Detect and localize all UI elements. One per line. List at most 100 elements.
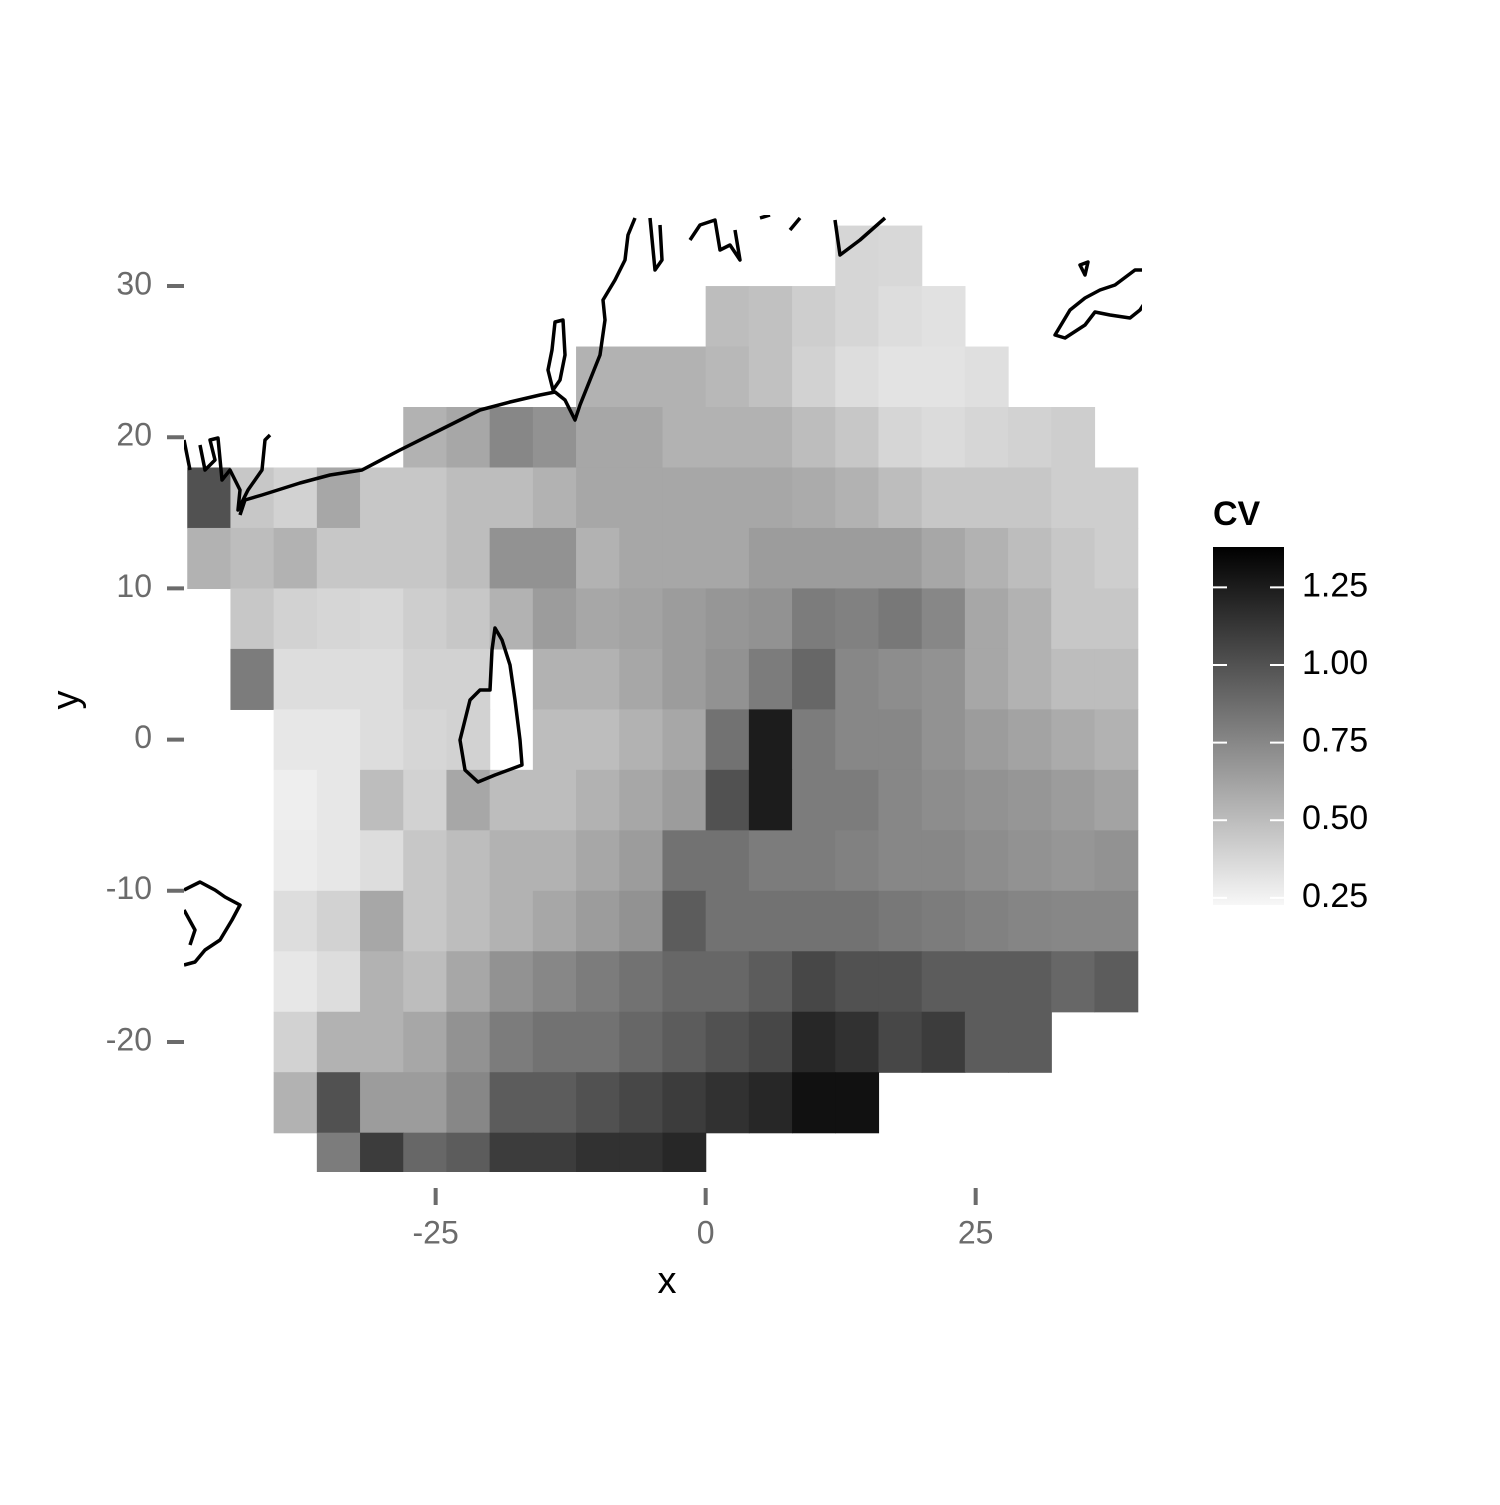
heat-cell (273, 830, 318, 892)
heat-cell (532, 407, 577, 469)
heat-cell (273, 648, 318, 710)
heat-cell (835, 951, 880, 1013)
heat-cell (835, 769, 880, 831)
heat-cell (1008, 769, 1052, 831)
heat-cell (964, 346, 1009, 408)
heat-cell (619, 1132, 664, 1172)
heat-cell (273, 769, 318, 831)
heat-cell (921, 648, 966, 710)
heat-cell (964, 588, 1009, 650)
heat-cell (705, 951, 750, 1013)
heat-cell (835, 890, 880, 952)
heat-cell (576, 648, 620, 710)
heat-cell (316, 1011, 361, 1073)
colorbar-label: 0.50 (1302, 799, 1368, 837)
heat-cell (316, 527, 361, 590)
heat-cell (748, 830, 793, 892)
heat-cell (792, 467, 836, 529)
heat-cell (489, 407, 534, 469)
heat-cell (835, 588, 880, 650)
heat-cell (792, 588, 836, 650)
heat-cell (705, 467, 750, 529)
heat-cell (792, 346, 836, 408)
heat-cell (705, 1011, 750, 1073)
heat-cell (576, 709, 620, 771)
heat-cell (964, 709, 1009, 771)
heat-cell (316, 1132, 361, 1172)
heat-cell (489, 890, 534, 952)
heat-cell (489, 951, 534, 1013)
heat-cell (662, 1011, 707, 1073)
coast-island (546, 318, 567, 392)
heat-cell (964, 769, 1009, 831)
heat-cell (576, 1072, 620, 1134)
heat-cell (576, 890, 620, 952)
heat-cell (273, 527, 318, 590)
heat-cell (403, 467, 448, 529)
heat-cell (748, 346, 793, 408)
heat-cell (360, 709, 404, 771)
heat-cell (792, 890, 836, 952)
coast-mainland (238, 217, 637, 516)
heat-cell (576, 951, 620, 1013)
y-tick-label: -10 (106, 870, 152, 906)
heat-cell (1051, 648, 1096, 710)
colorbar (1213, 547, 1284, 905)
heat-cell (964, 407, 1009, 469)
heat-cell (1051, 769, 1096, 831)
heat-cell (705, 588, 750, 650)
heat-cell (316, 951, 361, 1013)
heat-cell (316, 1072, 361, 1134)
heat-cell (446, 588, 491, 650)
heat-cell (619, 769, 664, 831)
heat-cell (792, 407, 836, 469)
colorbar-label: 0.25 (1302, 877, 1368, 915)
heat-cell (662, 890, 707, 952)
heat-cell (964, 648, 1009, 710)
heat-cell (360, 648, 404, 710)
heat-cell (532, 588, 577, 650)
heat-cell (921, 588, 966, 650)
heat-cell (835, 527, 880, 590)
heat-cell (878, 286, 923, 348)
heat-cell (1051, 830, 1096, 892)
heat-cell (576, 1011, 620, 1073)
heat-cell (748, 467, 793, 529)
heat-cell (1008, 1011, 1052, 1073)
heat-cell (1051, 467, 1096, 529)
heat-cell (489, 769, 534, 831)
heat-cell (1094, 830, 1139, 892)
heat-cell (792, 830, 836, 892)
heat-cell (619, 830, 664, 892)
heat-cell (316, 709, 361, 771)
heat-cell (532, 830, 577, 892)
heat-cell (273, 1072, 318, 1134)
heat-cell (316, 890, 361, 952)
heat-cell (446, 709, 491, 771)
heat-cell (489, 830, 534, 892)
x-tick-label: -25 (413, 1214, 459, 1250)
y-tick-label: -20 (106, 1021, 152, 1057)
heat-cell (662, 467, 707, 529)
heat-cell (705, 407, 750, 469)
heat-cell (619, 467, 664, 529)
heat-cell (921, 830, 966, 892)
heat-cell (748, 890, 793, 952)
heat-cell (1051, 709, 1096, 771)
heat-cell (273, 890, 318, 952)
heat-cell (748, 648, 793, 710)
heat-cell (705, 527, 750, 590)
legend-title: CV (1213, 495, 1261, 533)
heat-cell (705, 830, 750, 892)
heat-cell (921, 890, 966, 952)
coast-fjords (648, 215, 887, 272)
coast-island (458, 626, 524, 784)
heat-cell (532, 1132, 577, 1172)
heat-cell (1094, 890, 1139, 952)
heat-cell (964, 951, 1009, 1013)
heat-cell (532, 527, 577, 590)
heat-cell (489, 527, 534, 590)
heat-cell (532, 951, 577, 1013)
heat-cell (532, 709, 577, 771)
